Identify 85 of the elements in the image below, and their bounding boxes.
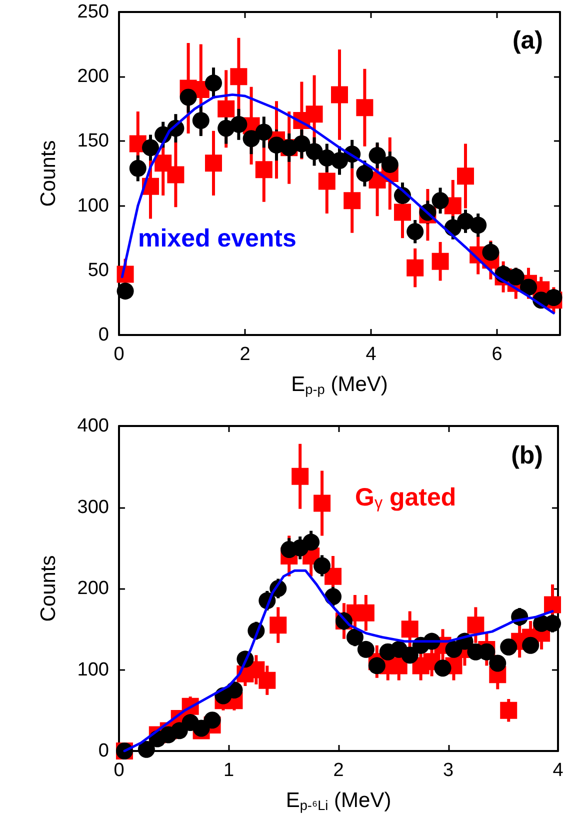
x-tick-label: 4: [552, 760, 564, 781]
y-tick-label: 150: [77, 130, 109, 152]
point: [381, 156, 398, 173]
point: [138, 740, 155, 758]
point: [255, 161, 272, 178]
point: [167, 166, 184, 184]
point: [314, 494, 331, 512]
point: [324, 568, 342, 585]
point: [406, 259, 424, 276]
point: [467, 616, 484, 634]
y-tick-label: 400: [77, 416, 109, 436]
point: [432, 252, 449, 270]
point: [344, 192, 361, 210]
point: [218, 100, 235, 118]
y-tick-label: 100: [77, 195, 109, 216]
point: [368, 657, 386, 674]
point: [544, 596, 562, 614]
point: [270, 616, 287, 634]
point: [331, 152, 348, 170]
point: [129, 160, 146, 177]
y-tick-label: 100: [77, 659, 109, 680]
annotation: (b): [511, 442, 543, 470]
x-tick-label: 1: [223, 760, 234, 781]
x-tick-label: 0: [114, 344, 124, 365]
x-tick-label: 0: [114, 760, 124, 781]
point: [306, 106, 323, 123]
point: [302, 534, 320, 551]
point: [242, 130, 260, 148]
point: [401, 620, 418, 638]
point: [356, 165, 374, 182]
y-tick-label: 0: [98, 740, 109, 762]
point: [357, 604, 374, 622]
y-tick-label: 200: [77, 578, 109, 599]
annotation: (a): [512, 26, 544, 54]
point: [116, 282, 134, 300]
point: [180, 88, 197, 106]
x-tick-label: 6: [492, 344, 502, 365]
x-tick-label: 2: [333, 760, 344, 781]
point: [500, 702, 518, 719]
point: [331, 86, 348, 104]
point: [205, 74, 222, 92]
point: [520, 278, 537, 296]
point: [230, 68, 248, 86]
point: [357, 640, 374, 658]
y-axis-title: Counts: [37, 140, 60, 207]
point: [368, 146, 386, 164]
point: [318, 172, 336, 190]
point: [292, 468, 309, 485]
y-tick-label: 300: [77, 496, 109, 518]
point: [204, 712, 221, 729]
point: [522, 636, 540, 654]
x-tick-label: 4: [366, 344, 377, 365]
point: [482, 244, 500, 261]
point: [470, 216, 487, 234]
point: [314, 557, 331, 574]
point: [507, 268, 524, 286]
point: [226, 682, 243, 699]
point: [394, 204, 411, 221]
point: [230, 116, 248, 133]
y-tick-label: 50: [88, 260, 109, 281]
point: [457, 168, 474, 185]
point: [205, 154, 222, 172]
x-tick-label: 3: [442, 760, 454, 781]
point: [432, 192, 449, 210]
point: [192, 112, 210, 130]
series-label: mixed events: [138, 224, 296, 252]
point: [142, 139, 159, 156]
y-tick-label: 200: [77, 66, 109, 88]
point: [293, 135, 310, 152]
point: [489, 654, 506, 672]
point: [406, 223, 424, 240]
y-axis-title: Counts: [37, 555, 60, 622]
point: [445, 640, 462, 658]
point: [500, 638, 518, 656]
y-tick-label: 250: [77, 2, 109, 22]
point: [258, 672, 276, 689]
point: [434, 660, 452, 677]
point: [255, 124, 272, 141]
point: [356, 99, 374, 116]
y-tick-label: 0: [98, 324, 109, 346]
point: [346, 628, 364, 646]
point: [401, 646, 418, 664]
series-label: Gγ gated: [355, 484, 456, 512]
x-tick-label: 2: [240, 344, 250, 365]
point: [306, 143, 323, 160]
